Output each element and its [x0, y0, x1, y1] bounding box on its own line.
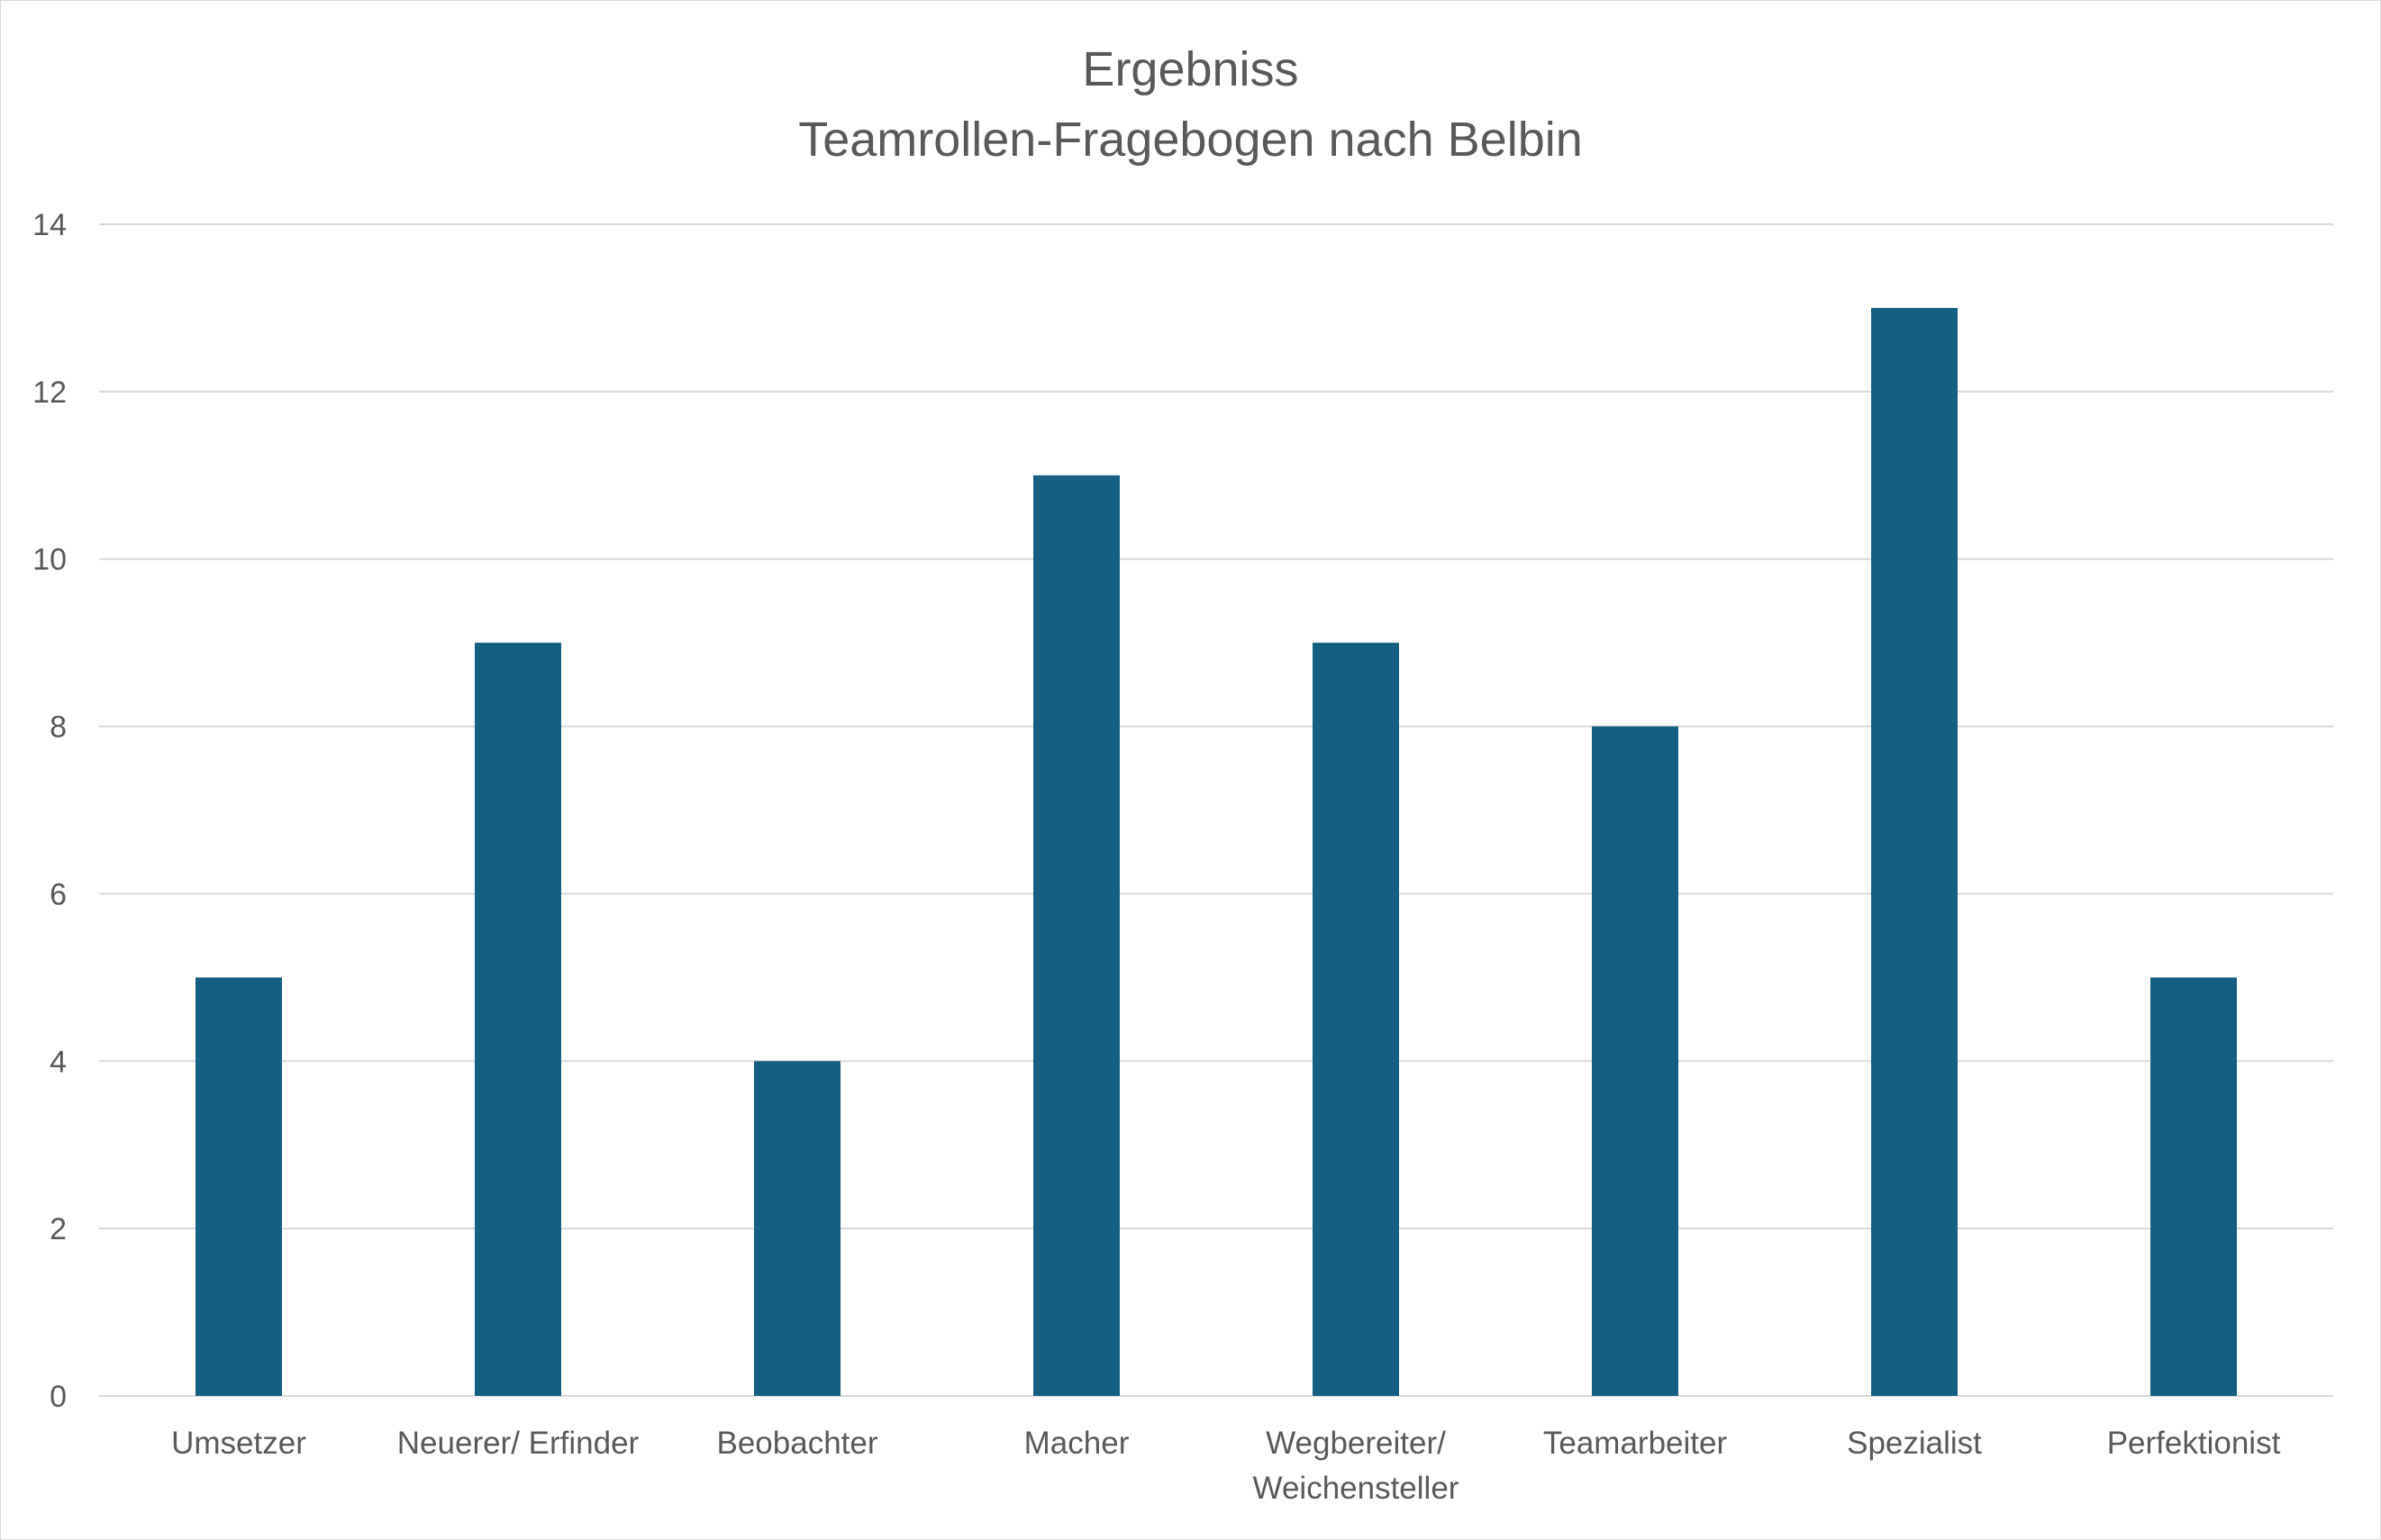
bar [2150, 977, 2237, 1396]
x-category-label: Beobachter [716, 1426, 877, 1461]
bar [1871, 307, 1958, 1396]
y-tick-label: 0 [50, 1380, 67, 1414]
x-axis-category-labels: Umsetzer Neuerer/ Erfinder Beobachter Mache… [171, 1426, 2280, 1506]
bar [195, 977, 282, 1396]
y-tick-label: 14 [32, 208, 67, 242]
x-category-label: Macher [1024, 1426, 1130, 1461]
bar [1313, 642, 1399, 1396]
bar [475, 642, 561, 1396]
y-tick-label: 2 [50, 1212, 67, 1246]
x-category-label-line: Weichensteller [1253, 1471, 1459, 1506]
y-tick-label: 4 [50, 1045, 67, 1079]
y-axis-tick-labels: 0 2 4 6 8 10 12 14 [32, 208, 67, 1414]
gridlines [99, 223, 2333, 1397]
y-tick-label: 12 [32, 376, 67, 410]
x-category-label-line: Neuerer/ Erfinder [397, 1426, 640, 1461]
x-category-label-line: Spezialist [1847, 1426, 1982, 1461]
x-category-label-line: Beobachter [716, 1426, 877, 1461]
bar [1592, 726, 1678, 1396]
x-category-label-line: Umsetzer [171, 1426, 306, 1461]
chart-title-block: Ergebniss Teamrollen-Fragebogen nach Bel… [0, 34, 2381, 175]
y-tick-label: 8 [50, 711, 67, 745]
chart-title: Ergebniss [1082, 42, 1299, 96]
bar [754, 1061, 841, 1396]
x-category-label: Umsetzer [171, 1426, 306, 1461]
x-category-label: Perfektionist [2107, 1426, 2281, 1461]
x-category-label-line: Macher [1024, 1426, 1130, 1461]
x-category-label: Wegbereiter/Weichensteller [1253, 1426, 1459, 1506]
y-tick-label: 6 [50, 877, 67, 911]
bar [1033, 475, 1120, 1396]
x-category-label-line: Perfektionist [2107, 1426, 2281, 1461]
bars [195, 307, 2237, 1396]
x-category-label: Teamarbeiter [1543, 1426, 1728, 1461]
x-category-label: Neuerer/ Erfinder [397, 1426, 640, 1461]
x-category-label-line: Teamarbeiter [1543, 1426, 1728, 1461]
x-category-label: Spezialist [1847, 1426, 1982, 1461]
y-tick-label: 10 [32, 543, 67, 577]
x-category-label-line: Wegbereiter/ [1266, 1426, 1446, 1461]
chart-subtitle: Teamrollen-Fragebogen nach Belbin [798, 113, 1583, 167]
